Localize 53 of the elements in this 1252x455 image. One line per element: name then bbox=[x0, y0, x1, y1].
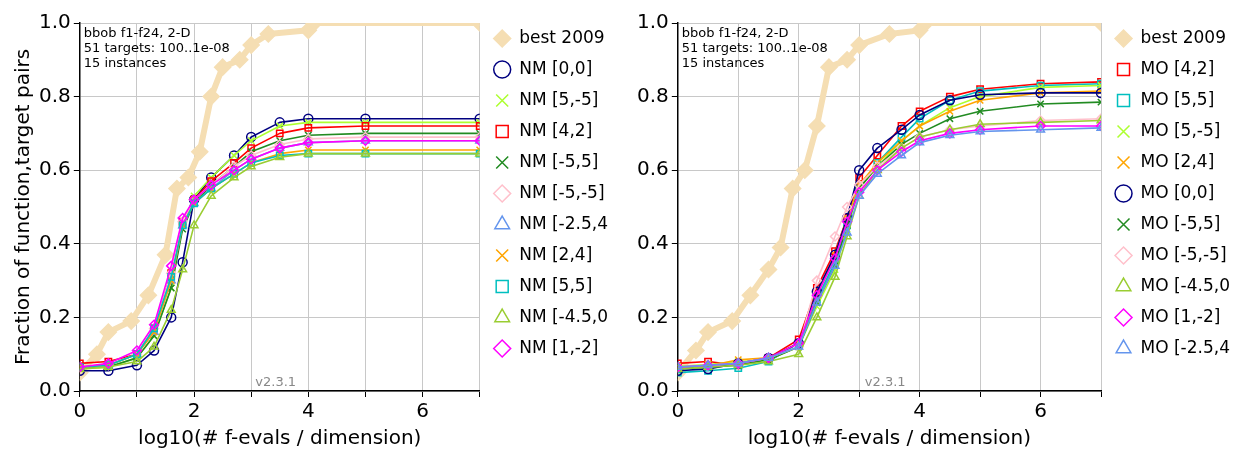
y-tick-label: 0.4 bbox=[636, 230, 669, 254]
legend-label: NM [4,2] bbox=[519, 119, 593, 140]
legend-label: best 2009 bbox=[519, 26, 605, 47]
y-tick-label: 0.6 bbox=[38, 156, 71, 181]
annotation: v2.3.1 bbox=[864, 373, 906, 389]
legend-label: NM [-2.5,4 bbox=[519, 212, 608, 233]
y-tick-label: 1.0 bbox=[38, 9, 71, 34]
annotation: 51 targets: 100..1e-08 bbox=[83, 39, 230, 55]
legend-label: best 2009 bbox=[1140, 26, 1226, 47]
y-tick-label: 0.8 bbox=[38, 82, 71, 107]
legend-label: MO [-2.5,4 bbox=[1140, 336, 1231, 357]
legend-label: MO [1,-2] bbox=[1140, 305, 1221, 326]
legend-label: MO [5,-5] bbox=[1140, 119, 1221, 140]
x-axis-title: log10(# f-evals / dimension) bbox=[747, 425, 1032, 450]
legend-label: MO [-5,-5] bbox=[1140, 243, 1227, 264]
y-tick-label: 0.4 bbox=[38, 230, 71, 254]
x-tick-label: 2 bbox=[187, 398, 201, 423]
x-tick-label: 2 bbox=[792, 398, 806, 423]
y-tick-label: 0.8 bbox=[636, 82, 669, 107]
x-tick-label: 6 bbox=[1034, 398, 1047, 423]
legend-label: MO [-4.5,0 bbox=[1140, 274, 1231, 295]
legend-label: MO [-5,5] bbox=[1140, 212, 1221, 233]
legend-label: MO [5,5] bbox=[1140, 88, 1215, 109]
y-tick-label: 0.6 bbox=[636, 156, 669, 181]
annotation: bbob f1-f24, 2-D bbox=[83, 24, 191, 40]
legend-label: NM [-5,5] bbox=[519, 150, 599, 171]
x-tick-label: 0 bbox=[73, 398, 87, 423]
annotation: v2.3.1 bbox=[255, 373, 297, 389]
legend-label: MO [2,4] bbox=[1140, 150, 1215, 171]
y-axis-title: Fraction of function,target pairs bbox=[10, 48, 35, 366]
legend-label: NM [5,-5] bbox=[519, 88, 599, 109]
y-tick-label: 0.0 bbox=[38, 377, 71, 402]
y-tick-label: 1.0 bbox=[636, 9, 669, 34]
y-tick-label: 0.2 bbox=[636, 303, 669, 328]
annotation: bbob f1-f24, 2-D bbox=[681, 24, 789, 40]
annotation: 15 instances bbox=[83, 54, 167, 70]
y-tick-label: 0.0 bbox=[636, 377, 669, 402]
legend-label: NM [0,0] bbox=[519, 57, 593, 78]
legend-label: MO [0,0] bbox=[1140, 181, 1215, 202]
x-axis-title: log10(# f-evals / dimension) bbox=[138, 425, 422, 450]
legend-label: NM [-4.5,0 bbox=[519, 305, 608, 326]
annotation: 51 targets: 100..1e-08 bbox=[681, 39, 828, 55]
legend-label: NM [1,-2] bbox=[519, 336, 599, 357]
x-tick-label: 4 bbox=[301, 398, 315, 423]
legend-label: NM [5,5] bbox=[519, 274, 593, 295]
y-tick-label: 0.2 bbox=[38, 303, 71, 328]
x-tick-label: 0 bbox=[671, 398, 685, 423]
x-tick-label: 6 bbox=[416, 398, 429, 423]
legend-label: NM [-5,-5] bbox=[519, 181, 605, 202]
legend-label: NM [2,4] bbox=[519, 243, 593, 264]
annotation: 15 instances bbox=[681, 54, 765, 70]
legend-label: MO [4,2] bbox=[1140, 57, 1215, 78]
x-tick-label: 4 bbox=[913, 398, 927, 423]
